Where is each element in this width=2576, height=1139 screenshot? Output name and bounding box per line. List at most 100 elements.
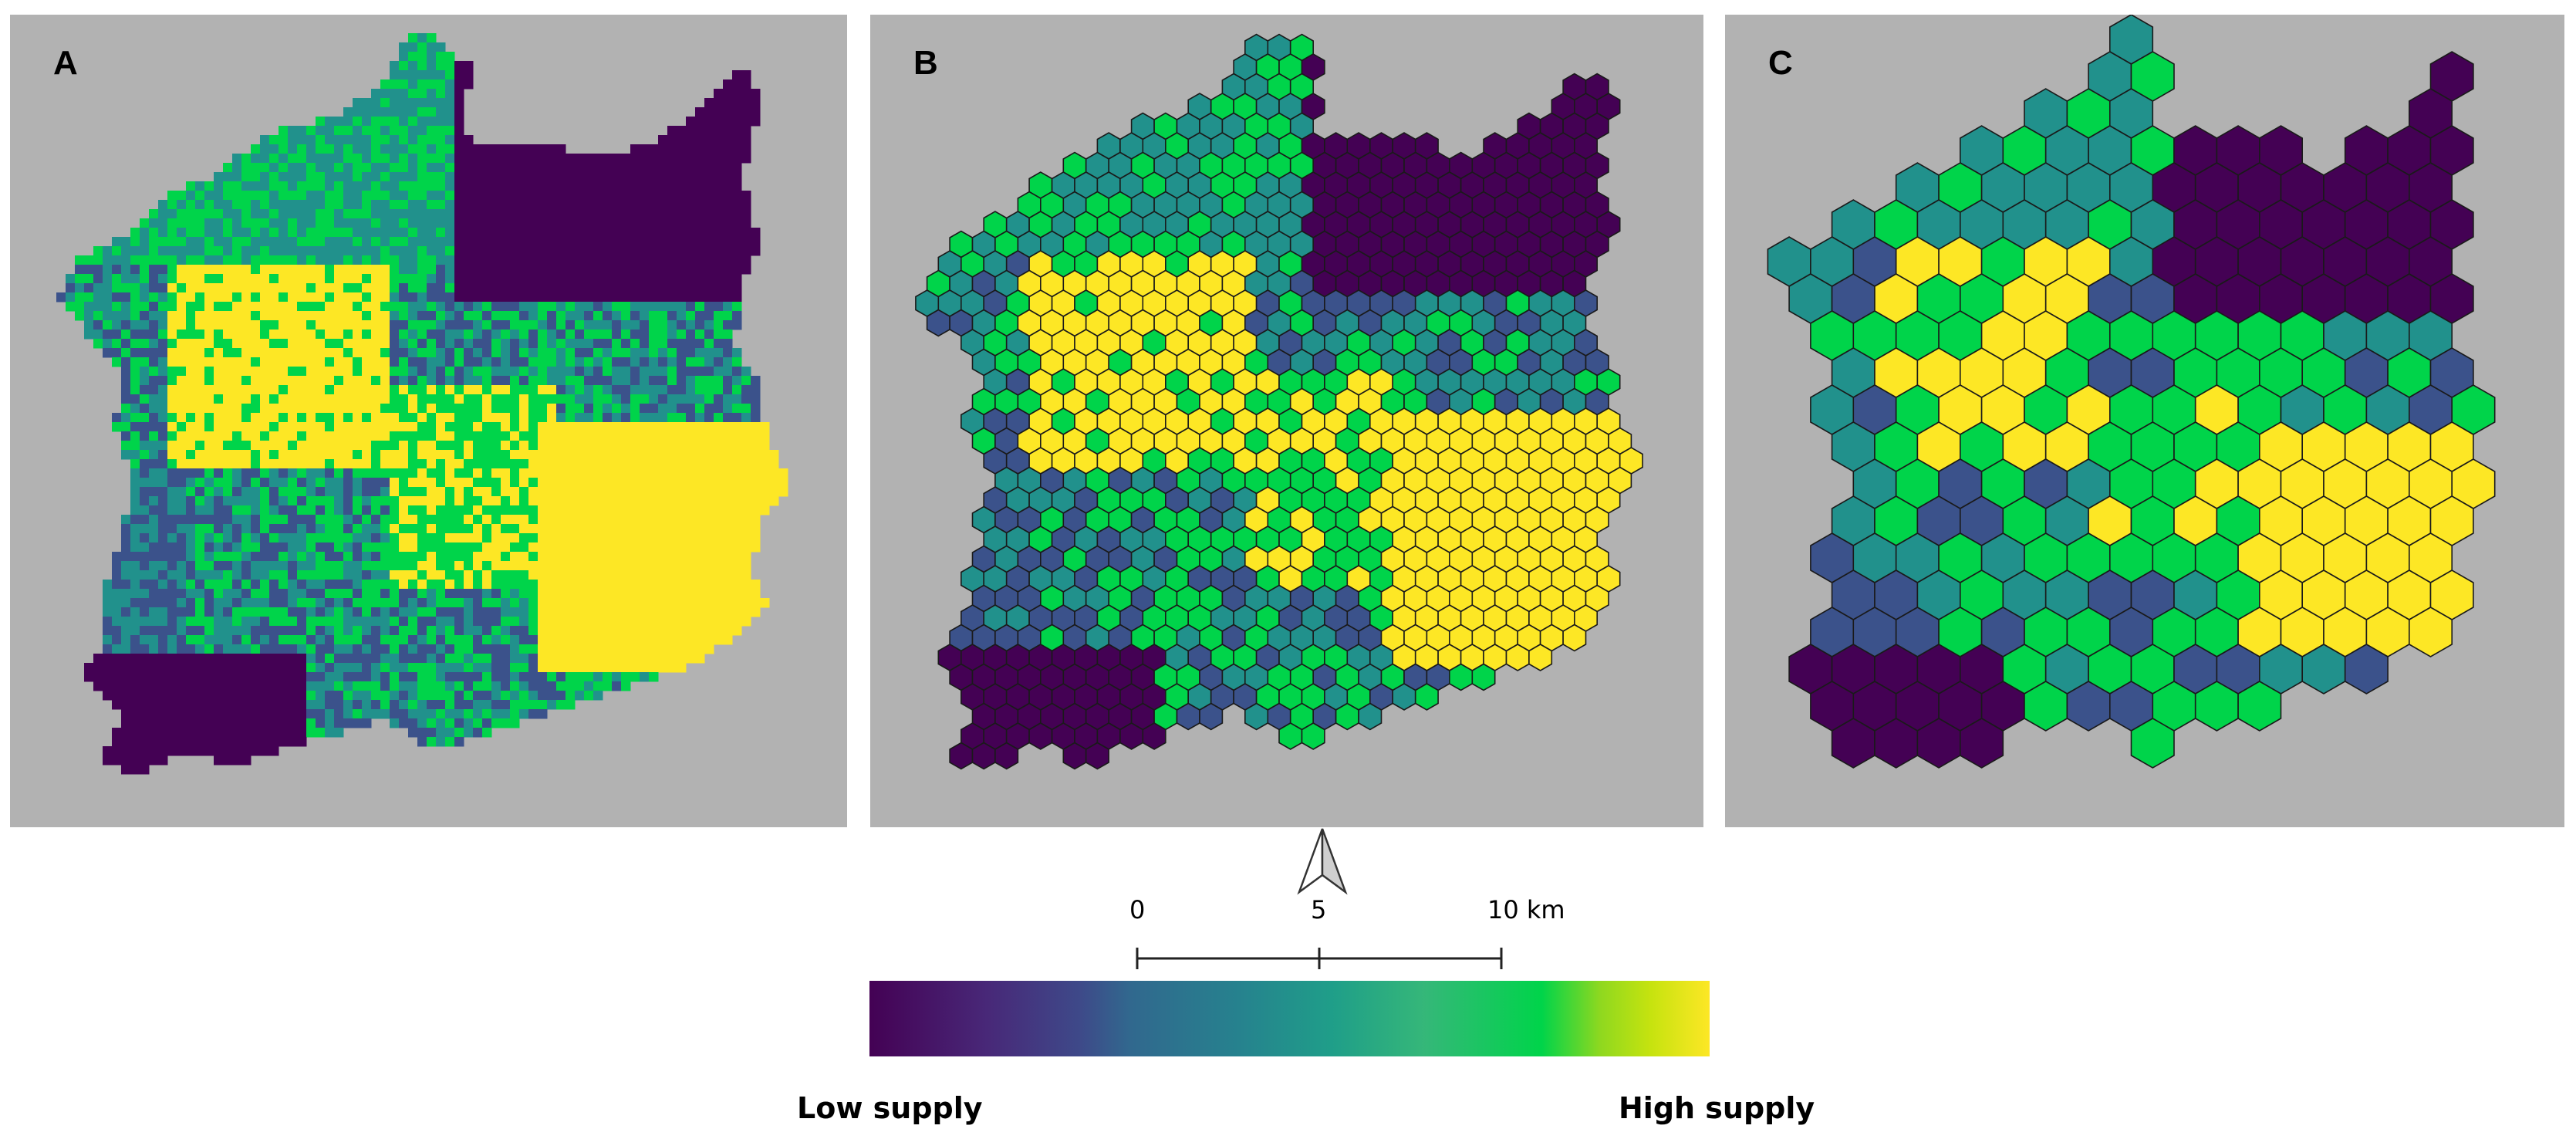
raster-cell (538, 709, 548, 719)
raster-cell (325, 191, 335, 201)
raster-cell (279, 200, 289, 210)
raster-cell (528, 654, 538, 664)
raster-cell (454, 589, 464, 599)
raster-cell (510, 681, 520, 691)
raster-cell (714, 524, 724, 534)
raster-cell (390, 413, 400, 423)
raster-cell (436, 255, 446, 265)
raster-cell (593, 626, 603, 636)
raster-cell (593, 570, 603, 580)
raster-cell (288, 561, 298, 571)
raster-cell (75, 283, 85, 293)
raster-cell (556, 283, 566, 293)
raster-cell (491, 431, 501, 441)
raster-cell (260, 218, 270, 228)
raster-cell (482, 496, 492, 506)
raster-cell (593, 311, 603, 321)
raster-cell (177, 468, 187, 478)
raster-cell (473, 468, 483, 478)
raster-cell (390, 691, 400, 701)
raster-cell (427, 589, 437, 599)
raster-cell (288, 552, 298, 562)
raster-cell (528, 274, 538, 284)
raster-cell (149, 691, 159, 701)
raster-cell (343, 700, 353, 710)
raster-cell (630, 265, 640, 275)
raster-cell (177, 617, 187, 627)
raster-cell (556, 320, 566, 330)
raster-cell (667, 626, 677, 636)
raster-cell (649, 163, 659, 173)
raster-cell (538, 459, 548, 469)
raster-cell (454, 663, 464, 673)
raster-cell (204, 718, 214, 728)
raster-cell (741, 468, 751, 478)
raster-cell (343, 394, 353, 404)
raster-cell (362, 626, 372, 636)
raster-cell (316, 598, 326, 608)
raster-cell (204, 218, 214, 228)
raster-cell (473, 691, 483, 701)
raster-cell (251, 709, 261, 719)
raster-cell (566, 283, 576, 293)
raster-cell (473, 672, 483, 682)
raster-cell (103, 311, 113, 321)
raster-cell (380, 246, 390, 256)
raster-cell (741, 413, 751, 423)
raster-cell (741, 422, 751, 432)
raster-cell (362, 533, 372, 543)
raster-cell (241, 274, 252, 284)
raster-cell (427, 413, 437, 423)
raster-cell (575, 191, 585, 201)
raster-cell (454, 246, 464, 256)
raster-cell (195, 570, 205, 580)
raster-cell (297, 589, 307, 599)
raster-cell (325, 246, 335, 256)
raster-cell (316, 681, 326, 691)
raster-cell (454, 468, 464, 478)
raster-cell (714, 348, 724, 358)
raster-cell (640, 200, 650, 210)
raster-cell (251, 339, 261, 349)
raster-cell (306, 218, 316, 228)
raster-cell (204, 292, 214, 302)
raster-cell (232, 283, 242, 293)
raster-cell (158, 237, 168, 247)
raster-cell (195, 737, 205, 747)
raster-cell (177, 654, 187, 664)
raster-cell (232, 246, 242, 256)
raster-cell (473, 237, 483, 247)
raster-cell (353, 496, 363, 506)
raster-cell (288, 209, 298, 219)
raster-cell (371, 385, 381, 395)
raster-cell (241, 672, 252, 682)
raster-cell (464, 589, 474, 599)
raster-cell (547, 376, 557, 386)
raster-cell (630, 561, 640, 571)
raster-cell (501, 330, 511, 340)
raster-cell (658, 533, 668, 543)
raster-cell (575, 413, 585, 423)
raster-cell (538, 635, 548, 645)
raster-cell (491, 607, 501, 617)
raster-cell (140, 459, 150, 469)
raster-cell (603, 218, 613, 228)
raster-cell (454, 626, 464, 636)
raster-cell (121, 265, 131, 275)
raster-cell (149, 487, 159, 497)
raster-cell (538, 580, 548, 590)
raster-cell (417, 459, 427, 469)
raster-cell (112, 246, 122, 256)
raster-cell (353, 163, 363, 173)
raster-cell (593, 496, 603, 506)
raster-cell (454, 617, 464, 627)
raster-cell (353, 302, 363, 312)
raster-cell (751, 422, 761, 432)
raster-cell (454, 709, 464, 719)
raster-cell (288, 607, 298, 617)
raster-cell (667, 126, 677, 136)
raster-cell (279, 431, 289, 441)
raster-cell (649, 283, 659, 293)
raster-cell (491, 505, 501, 515)
raster-cell (612, 357, 622, 367)
